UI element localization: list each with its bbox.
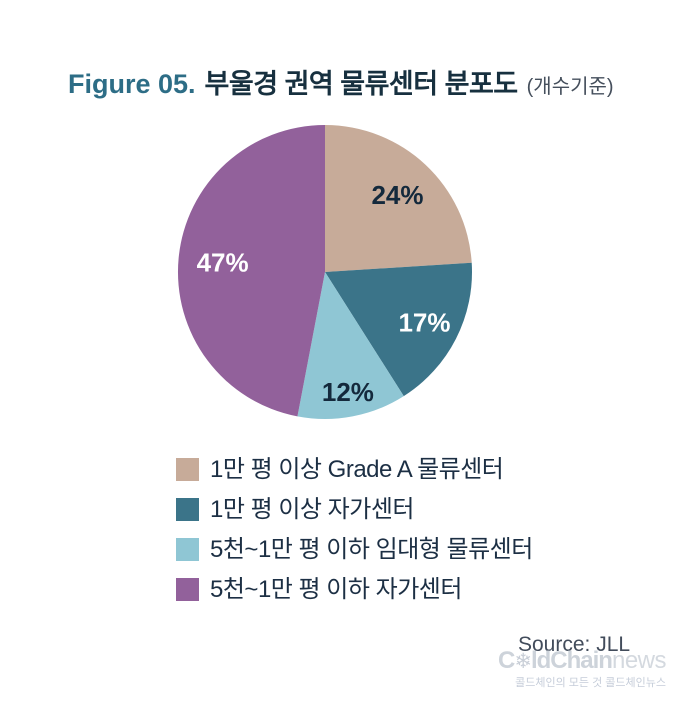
pie-slice-value-label-1: 17%	[398, 308, 450, 338]
legend-swatch-3	[176, 578, 199, 601]
figure-title: 부울경 권역 물류센터 분포도	[204, 69, 519, 99]
watermark-tagline: 콜드체인의 모든 것 콜드체인뉴스	[515, 677, 666, 690]
figure-number-label: Figure 05.	[68, 69, 196, 99]
legend: 1만 평 이상 Grade A 물류센터 1만 평 이상 자가센터 5천~1만 평 …	[176, 456, 533, 603]
pie-chart: 24% 17% 12% 47%	[177, 125, 473, 420]
figure-subtitle: (개수기준)	[526, 76, 614, 98]
figure-header: Figure 05. 부울경 권역 물류센터 분포도 (개수기준)	[68, 62, 614, 101]
pie-slice-value-label-0: 24%	[371, 180, 423, 210]
legend-label-0: 1만 평 이상 Grade A 물류센터	[210, 456, 504, 483]
legend-swatch-2	[176, 538, 199, 561]
legend-item-0: 1만 평 이상 Grade A 물류센터	[176, 456, 533, 483]
legend-item-2: 5천~1만 평 이하 임대형 물류센터	[176, 536, 533, 563]
pie-slice-3	[177, 125, 325, 417]
pie-slice-1	[325, 262, 473, 397]
legend-item-3: 5천~1만 평 이하 자가센터	[176, 576, 533, 603]
legend-swatch-0	[176, 458, 199, 481]
pie-slice-value-label-2: 12%	[322, 377, 374, 407]
source-attribution: Source: JLL	[518, 633, 631, 656]
pie-chart-container: 24% 17% 12% 47%	[175, 122, 475, 422]
pie-slice-0	[325, 125, 472, 272]
pie-slice-value-label-3: 47%	[197, 247, 249, 277]
legend-swatch-1	[176, 498, 199, 521]
legend-label-1: 1만 평 이상 자가센터	[210, 496, 415, 523]
pie-slice-2	[297, 272, 404, 420]
legend-label-2: 5천~1만 평 이하 임대형 물류센터	[210, 536, 533, 563]
legend-label-3: 5천~1만 평 이하 자가센터	[210, 576, 462, 603]
legend-item-1: 1만 평 이상 자가센터	[176, 496, 533, 523]
brand-text-start: C	[498, 647, 515, 674]
